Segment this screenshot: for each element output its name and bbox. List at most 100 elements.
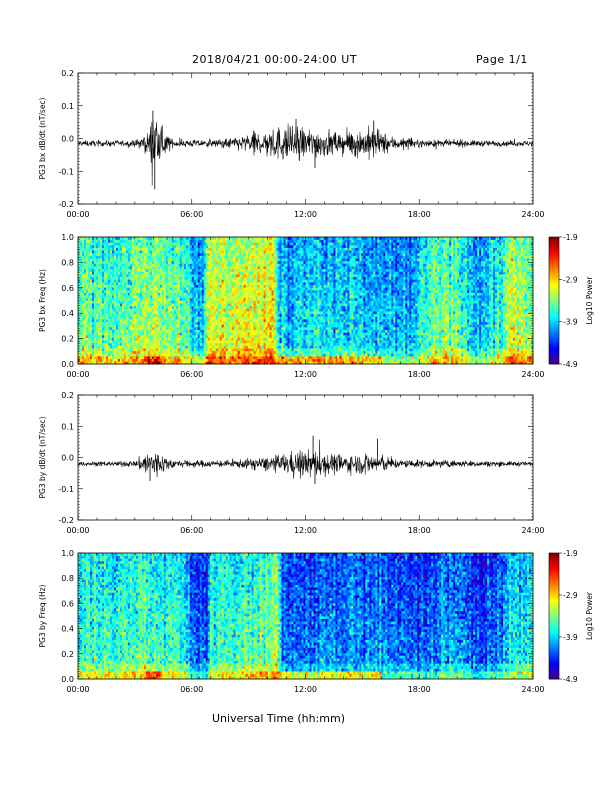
heatmap-cell: [253, 311, 256, 315]
heatmap-cell: [109, 319, 113, 323]
heatmap-cell: [99, 274, 103, 278]
heatmap-cell: [87, 332, 91, 336]
heatmap-cell: [175, 313, 179, 317]
heatmap-cell: [233, 356, 237, 360]
heatmap-cell: [109, 260, 113, 264]
heatmap-cell: [161, 326, 165, 330]
heatmap-cell: [187, 340, 191, 344]
heatmap-cell: [167, 303, 171, 307]
heatmap-cell: [265, 289, 268, 293]
heatmap-cell: [207, 316, 211, 320]
heatmap-cell: [275, 263, 278, 267]
heatmap-cell: [147, 340, 151, 344]
heatmap-cell: [275, 356, 278, 360]
heatmap-cell: [157, 255, 161, 259]
heatmap-cell: [159, 244, 163, 248]
heatmap-cell: [141, 353, 145, 357]
heatmap-cell: [171, 329, 175, 333]
heatmap-cell: [273, 340, 276, 344]
heatmap-cell: [219, 242, 223, 246]
heatmap-cell: [93, 340, 97, 344]
heatmap-cell: [173, 274, 177, 278]
heatmap-cell: [277, 321, 280, 325]
heatmap-cell: [203, 342, 207, 346]
heatmap-cell: [81, 353, 85, 357]
heatmap-cell: [217, 292, 221, 296]
heatmap-cell: [91, 305, 95, 309]
heatmap-cell: [111, 284, 115, 288]
heatmap-cell: [159, 324, 163, 328]
heatmap-cell: [203, 284, 207, 288]
heatmap-cell: [265, 332, 268, 336]
heatmap-cell: [93, 297, 97, 301]
heatmap-cell: [157, 337, 161, 341]
heatmap-cell: [143, 361, 147, 365]
heatmap-cell: [127, 276, 131, 280]
heatmap-cell: [143, 342, 147, 346]
heatmap-cell: [239, 292, 242, 296]
heatmap-cell: [199, 297, 203, 301]
heatmap-cell: [251, 250, 254, 254]
heatmap-cell: [205, 292, 209, 296]
heatmap-cell: [225, 332, 229, 336]
heatmap-cell: [143, 350, 147, 354]
heatmap-cell: [261, 260, 264, 264]
heatmap-cell: [133, 356, 137, 360]
heatmap-cell: [175, 305, 179, 309]
heatmap-cell: [263, 348, 266, 352]
heatmap-cell: [83, 297, 87, 301]
heatmap-cell: [141, 242, 145, 246]
heatmap-cell: [243, 281, 246, 285]
heatmap-cell: [231, 289, 235, 293]
heatmap-cell: [85, 316, 89, 320]
heatmap-cell: [243, 340, 246, 344]
heatmap-cell: [123, 255, 127, 259]
heatmap-cell: [183, 274, 187, 278]
heatmap-cell: [271, 326, 274, 330]
heatmap-cell: [211, 268, 215, 272]
heatmap-cell: [199, 258, 203, 262]
heatmap-cell: [159, 237, 163, 240]
heatmap-cell: [167, 316, 171, 320]
heatmap-cell: [95, 350, 99, 354]
heatmap-cell: [171, 311, 175, 315]
heatmap-cell: [259, 308, 262, 312]
heatmap-cell: [217, 239, 221, 243]
heatmap-cell: [185, 295, 189, 299]
heatmap-cell: [273, 321, 276, 325]
heatmap-cell: [225, 361, 229, 365]
heatmap-cell: [197, 356, 201, 360]
heatmap-cell: [221, 313, 225, 317]
heatmap-cell: [155, 279, 159, 283]
heatmap-cell: [171, 319, 175, 323]
heatmap-cell: [173, 308, 177, 312]
heatmap-cell: [163, 329, 167, 333]
heatmap-cell: [257, 268, 260, 272]
heatmap-cell: [193, 271, 197, 275]
heatmap-cell: [131, 300, 135, 304]
heatmap-cell: [107, 255, 111, 259]
heatmap-cell: [93, 242, 97, 246]
heatmap-cell: [155, 303, 159, 307]
heatmap-cell: [201, 297, 205, 301]
heatmap-cell: [243, 287, 246, 291]
heatmap-cell: [175, 244, 179, 248]
heatmap-cell: [121, 350, 125, 354]
heatmap-cell: [211, 276, 215, 280]
heatmap-cell: [215, 244, 219, 248]
heatmap-cell: [239, 255, 242, 259]
heatmap-cell: [255, 276, 258, 280]
heatmap-cell: [78, 350, 81, 354]
heatmap-cell: [273, 308, 276, 312]
heatmap-cell: [165, 311, 169, 315]
heatmap-cell: [161, 361, 165, 365]
heatmap-cell: [231, 326, 235, 330]
heatmap-cell: [165, 332, 169, 336]
heatmap-cell: [83, 308, 87, 312]
heatmap-cell: [117, 303, 121, 307]
heatmap-cell: [185, 308, 189, 312]
heatmap-cell: [159, 337, 163, 341]
heatmap-cell: [93, 358, 97, 362]
heatmap-cell: [203, 260, 207, 264]
heatmap-cell: [105, 247, 109, 251]
